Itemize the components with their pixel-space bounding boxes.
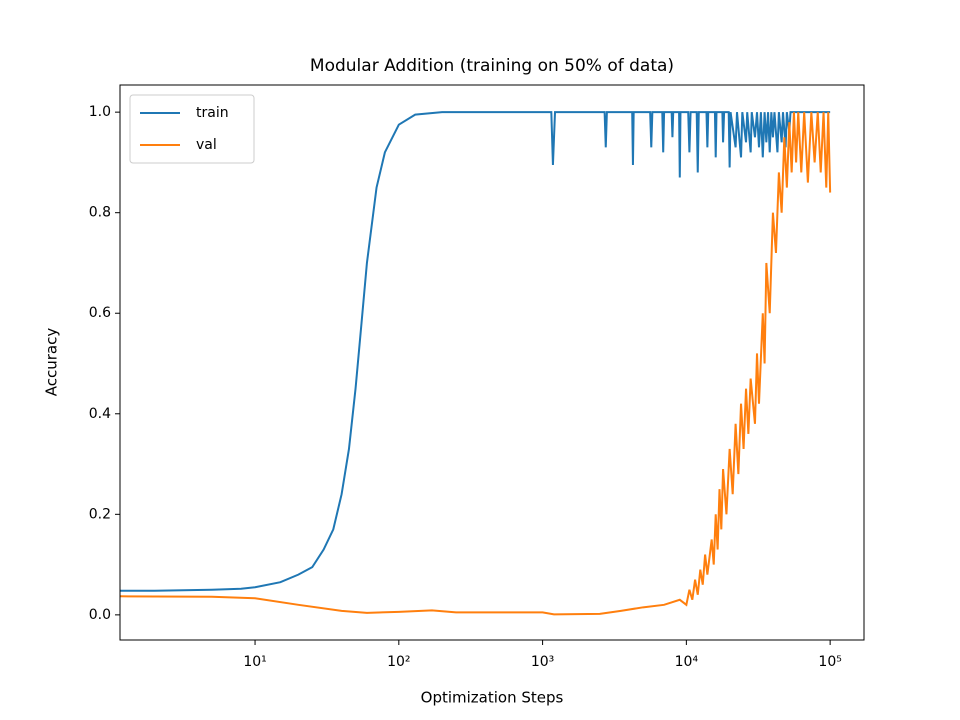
- x-tick-label: 10³: [531, 654, 554, 670]
- chart-title: Modular Addition (training on 50% of dat…: [310, 56, 674, 76]
- y-tick-label: 0.8: [89, 205, 111, 221]
- y-tick-label: 0.4: [89, 406, 111, 422]
- x-tick-label: 10⁴: [675, 654, 699, 670]
- legend-label: val: [196, 137, 217, 153]
- y-tick-label: 0.6: [89, 305, 111, 321]
- y-tick-label: 0.2: [89, 506, 111, 522]
- y-axis-label: Accuracy: [43, 328, 61, 397]
- x-tick-label: 10¹: [243, 654, 266, 670]
- series-line: [120, 111, 831, 592]
- y-tick-label: 1.0: [89, 104, 111, 120]
- legend-box: [129, 94, 255, 164]
- plot-frame: [119, 84, 865, 641]
- x-axis-label: Optimization Steps: [421, 689, 564, 707]
- x-tick-label: 10²: [387, 654, 410, 670]
- x-tick-label: 10⁵: [818, 654, 841, 670]
- series-line: [120, 112, 832, 616]
- legend-label: train: [196, 105, 229, 121]
- y-tick-label: 0.0: [89, 607, 111, 623]
